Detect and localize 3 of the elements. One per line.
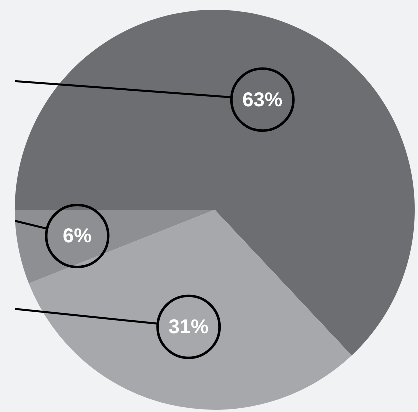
data-label: 6%: [63, 226, 92, 248]
data-label: 63%: [242, 89, 283, 112]
data-label: 31%: [168, 316, 210, 339]
